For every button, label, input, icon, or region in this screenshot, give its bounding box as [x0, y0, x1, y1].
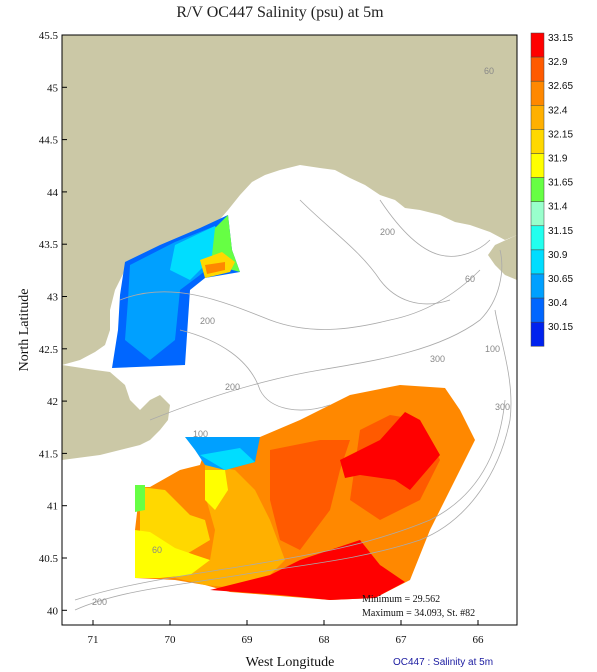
- land-northeast-coast: [62, 35, 517, 365]
- legend-swatch: [530, 201, 545, 227]
- legend-label: 30.4: [548, 298, 568, 309]
- x-tick-label: 69: [242, 634, 254, 646]
- color-legend: 33.15 32.9 32.65 32.4 32.15 31.9 31.65 31.4 31.1…: [530, 32, 573, 347]
- legend-label: 31.65: [548, 178, 573, 189]
- salinity-fields: [112, 215, 475, 600]
- y-tick-label: 40.5: [39, 553, 59, 565]
- legend-swatch: [530, 129, 545, 154]
- y-tick-label: 45.5: [39, 30, 59, 42]
- legend-swatch: [530, 297, 545, 323]
- y-tick-label: 43: [47, 292, 59, 304]
- y-tick-label: 41.5: [39, 448, 59, 460]
- y-tick-label: 45: [47, 82, 59, 94]
- y-tick-label: 44: [47, 187, 59, 199]
- contour-label: 100: [193, 429, 208, 439]
- contour-label: 300: [430, 354, 445, 364]
- legend-label: 31.15: [548, 226, 573, 237]
- legend-label: 33.15: [548, 33, 573, 44]
- legend-label: 30.65: [548, 274, 573, 285]
- y-tick-label: 41: [47, 501, 58, 513]
- legend-swatch: [530, 32, 545, 58]
- map-title: R/V OC447 Salinity (psu) at 5m: [176, 4, 384, 21]
- legend-swatch: [530, 249, 545, 275]
- contour-label: 60: [465, 274, 475, 284]
- x-tick-label: 71: [88, 634, 99, 646]
- x-tick-label: 68: [319, 634, 331, 646]
- y-axis-label: North Latitude: [17, 289, 32, 372]
- maximum-stat: Maximum = 34.093, St. #82: [362, 608, 475, 619]
- x-axis-label: West Longitude: [246, 655, 335, 670]
- bathymetry-contours: [74, 199, 512, 611]
- y-tick-label: 40: [47, 605, 59, 617]
- y-axis-ticks: 45.5 45 44.5 44 43.5 43 42.5 42 41.5 41 40.5 40: [39, 30, 67, 617]
- y-tick-label: 42: [47, 396, 58, 408]
- legend-swatch: [530, 56, 545, 82]
- contour-label: 200: [200, 316, 215, 326]
- legend-label: 32.4: [548, 105, 568, 116]
- legend-swatch: [530, 105, 545, 130]
- contour-label: 200: [380, 227, 395, 237]
- credit-text: OC447 : Salinity at 5m: [393, 657, 493, 668]
- legend-swatch: [530, 177, 545, 202]
- legend-label: 32.9: [548, 57, 568, 68]
- legend-swatch: [530, 321, 545, 347]
- land: [62, 35, 517, 460]
- legend-label: 31.9: [548, 154, 568, 165]
- y-tick-label: 42.5: [39, 344, 59, 356]
- contour-label: 60: [152, 545, 162, 555]
- legend-label: 31.4: [548, 202, 568, 213]
- x-axis-ticks: 71 70 69 68 67 66: [88, 620, 485, 646]
- contour-label: 100: [485, 344, 500, 354]
- x-tick-label: 66: [473, 634, 485, 646]
- plot-frame: [61, 34, 518, 626]
- contour-labels: 60 200 60 100 200 300 200 100 300 60 200: [92, 66, 510, 607]
- legend-label: 32.15: [548, 129, 573, 140]
- contour-label: 300: [495, 402, 510, 412]
- contour-label: 60: [484, 66, 494, 76]
- legend-label: 32.65: [548, 81, 573, 92]
- x-tick-label: 70: [165, 634, 177, 646]
- y-tick-label: 43.5: [39, 239, 59, 251]
- legend-swatch: [530, 225, 545, 251]
- land-nova-scotia: [488, 235, 517, 280]
- contour-label: 200: [92, 597, 107, 607]
- minimum-stat: Minimum = 29.562: [362, 594, 440, 605]
- legend-label: 30.9: [548, 250, 568, 261]
- legend-swatch: [530, 153, 545, 178]
- land-cape-cod: [62, 365, 170, 460]
- legend-label: 30.15: [548, 322, 573, 333]
- x-tick-label: 67: [396, 634, 408, 646]
- legend-swatch: [530, 80, 545, 106]
- y-tick-label: 44.5: [39, 135, 59, 147]
- contour-label: 200: [225, 382, 240, 392]
- legend-swatch: [530, 273, 545, 299]
